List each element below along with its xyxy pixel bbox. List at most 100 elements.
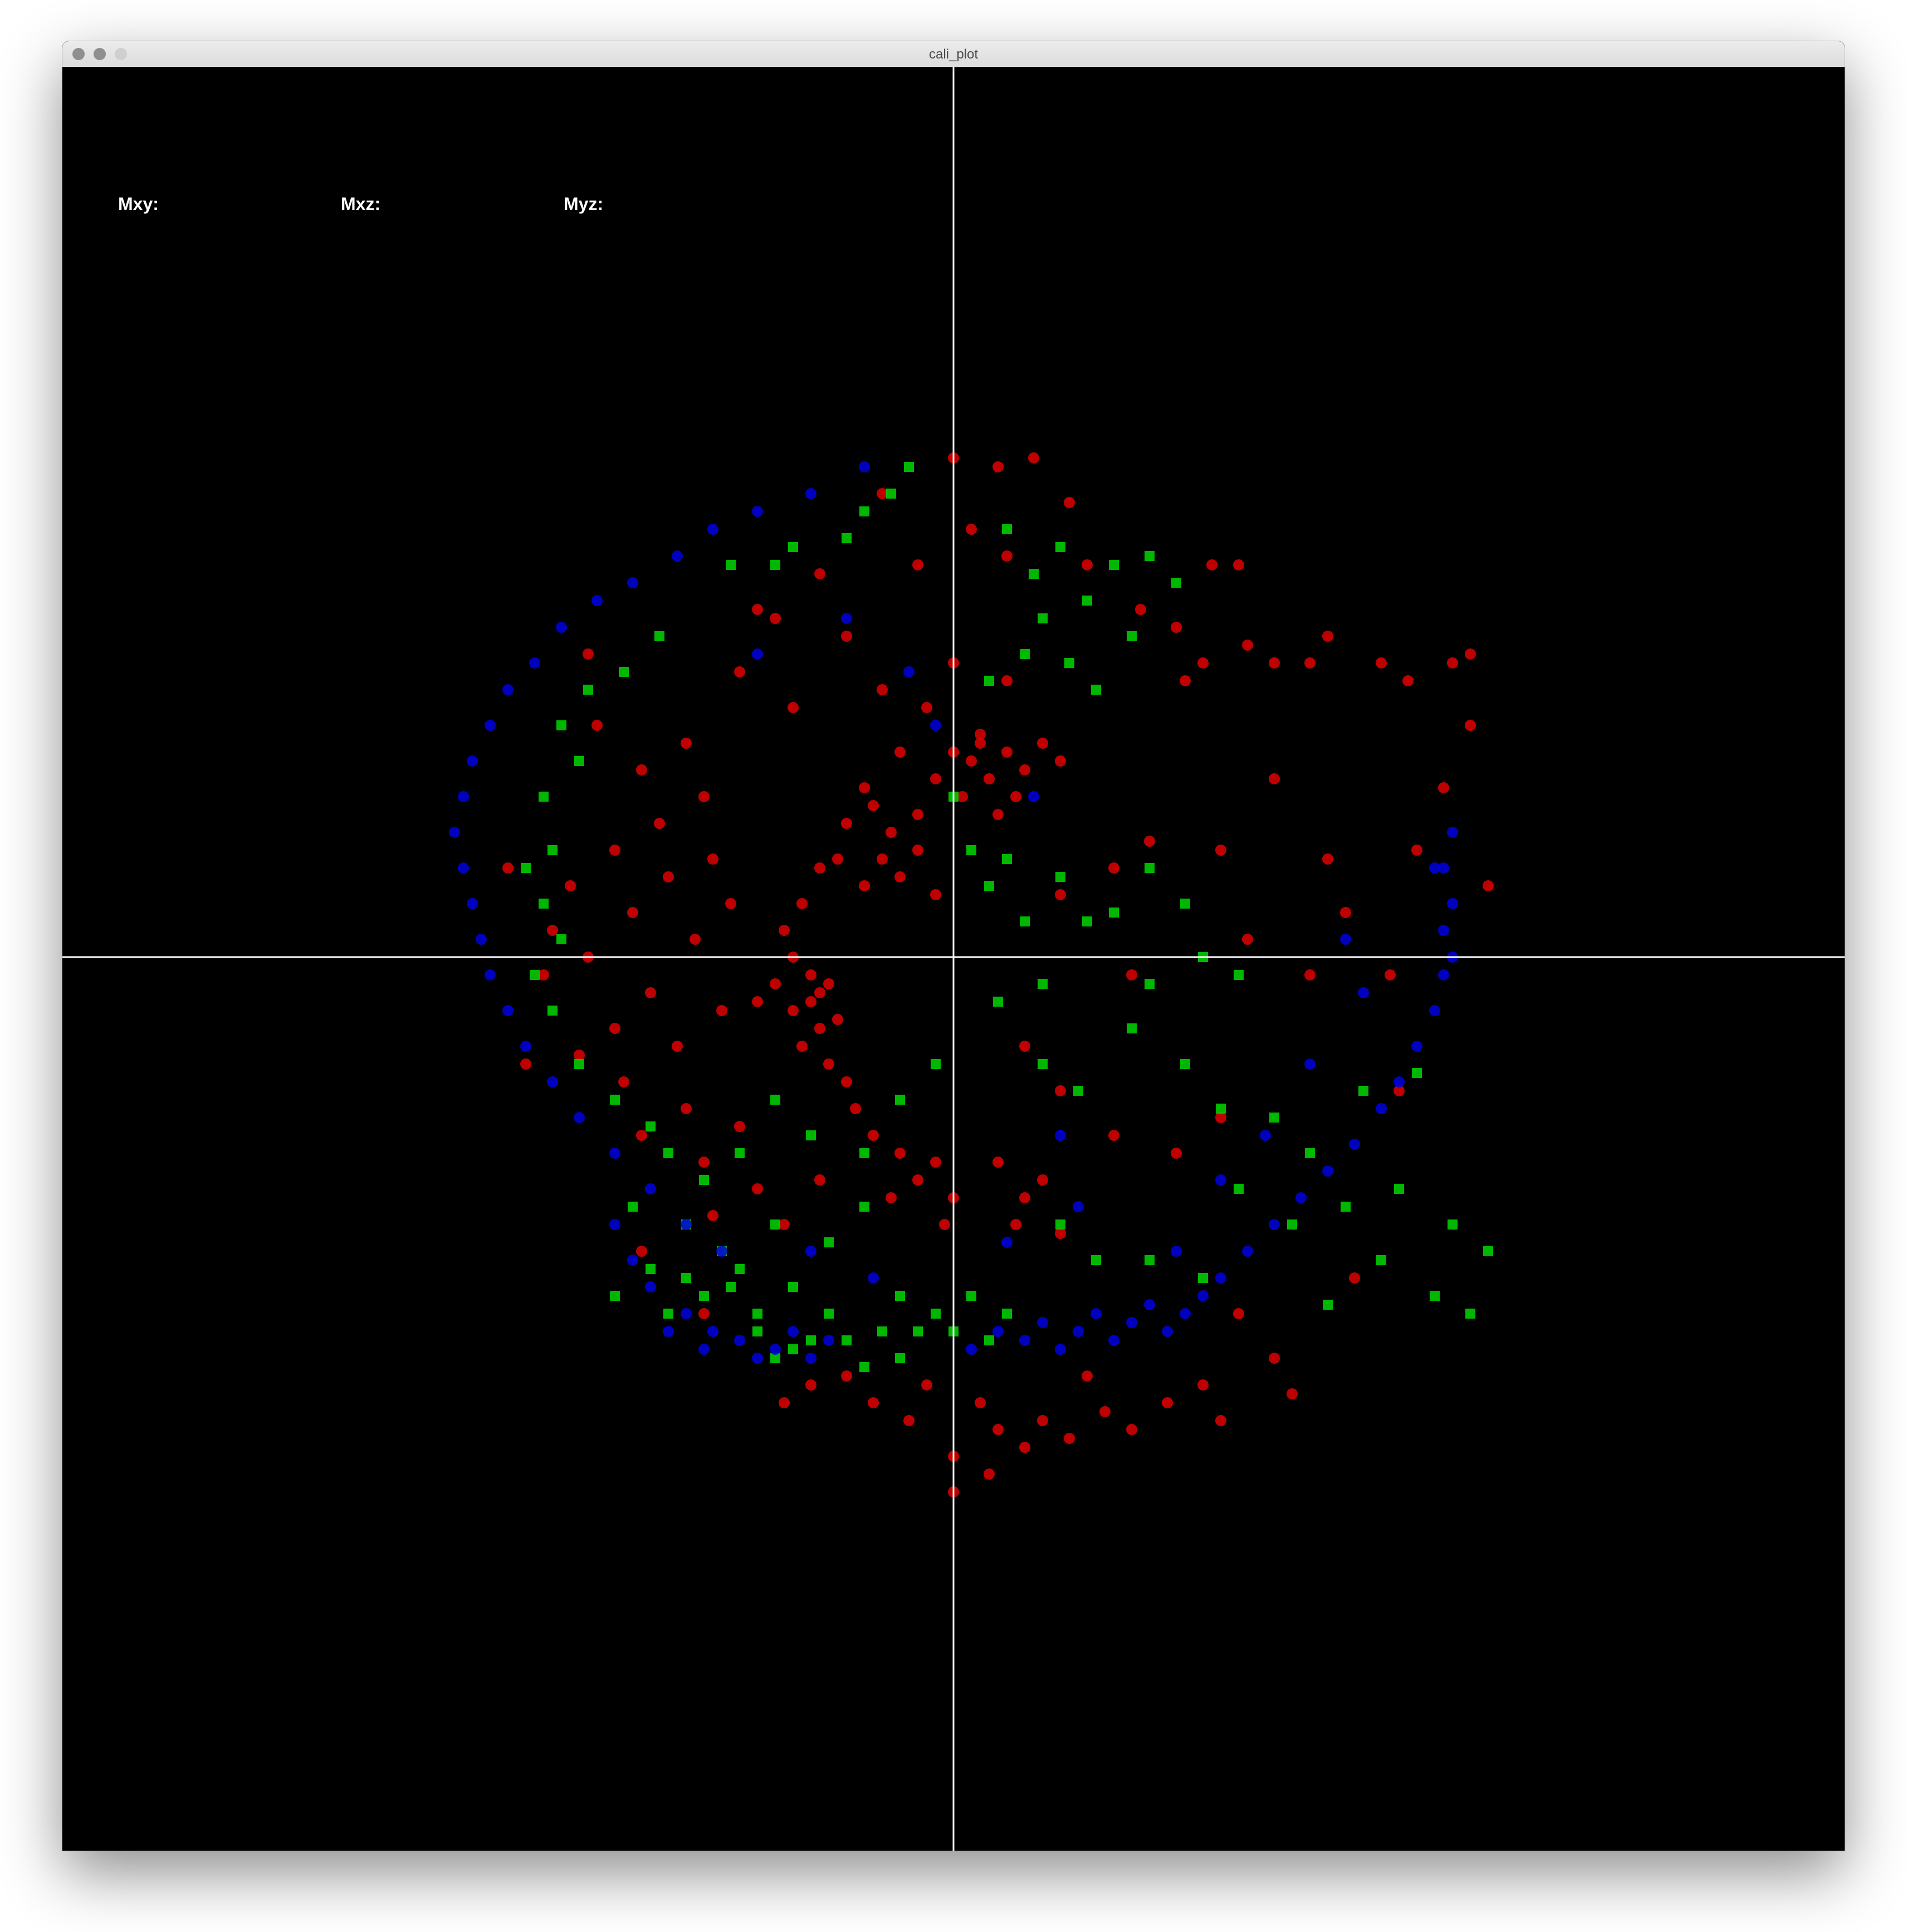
myz-point-29: [681, 1308, 692, 1319]
close-icon[interactable]: [72, 48, 85, 60]
mxz-point-89: [859, 1202, 869, 1212]
mxy-point-89: [609, 845, 620, 856]
mxy-point-61: [788, 1005, 799, 1016]
mxy-point-43: [930, 773, 941, 784]
myz-point-39: [966, 1344, 977, 1355]
myz-point-48: [1144, 1299, 1155, 1310]
mxy-point-7: [1233, 559, 1244, 570]
mxy-point-120: [1108, 862, 1119, 874]
mxy-point-160: [698, 1308, 710, 1319]
myz-point-60: [1411, 1041, 1422, 1052]
myz-point-7: [556, 622, 567, 633]
mxz-point-1: [886, 489, 896, 499]
mxz-point-10: [1082, 596, 1092, 606]
mxy-point-159: [1287, 1388, 1298, 1399]
mxy-point-94: [663, 871, 674, 882]
myz-point-38: [663, 1326, 674, 1337]
myz-point-21: [574, 1112, 585, 1123]
mxy-point-127: [1304, 969, 1316, 980]
myz-point-30: [707, 1326, 718, 1337]
mxz-point-54: [1216, 1104, 1226, 1114]
mxy-point-19: [1242, 640, 1253, 651]
mxz-point-86: [752, 1309, 762, 1319]
mxy-point-31: [859, 782, 870, 793]
mxy-point-40: [1010, 791, 1021, 802]
myz-point-47: [1126, 1317, 1137, 1328]
mxz-point-92: [824, 1309, 834, 1319]
myz-point-9: [502, 684, 514, 695]
mxy-point-79: [1037, 1174, 1048, 1185]
mxy-point-6: [1206, 559, 1217, 570]
mxz-point-49: [993, 997, 1003, 1007]
mxz-point-109: [1198, 1273, 1208, 1283]
mxy-point-130: [1438, 782, 1449, 793]
mxy-point-117: [841, 631, 852, 642]
mxy-point-107: [734, 1121, 745, 1132]
mxy-point-150: [1126, 1424, 1137, 1435]
mxz-point-42: [1109, 908, 1119, 918]
mxy-point-8: [752, 604, 763, 615]
mxz-point-13: [1171, 578, 1181, 588]
mxy-point-87: [698, 791, 710, 802]
mxy-point-85: [636, 764, 647, 775]
mxy-point-10: [814, 568, 825, 579]
mxz-point-58: [1412, 1068, 1422, 1078]
title-bar[interactable]: cali_plot: [62, 41, 1845, 67]
mxy-point-78: [1019, 1192, 1030, 1203]
mxy-point-29: [975, 738, 986, 749]
mxy-point-51: [894, 871, 906, 882]
maximize-icon[interactable]: [115, 48, 127, 60]
myz-point-20: [547, 1076, 558, 1087]
mxy-point-60: [752, 996, 763, 1007]
mxz-point-43: [1145, 863, 1155, 873]
myz-point-84: [1171, 1246, 1182, 1257]
myz-point-17: [485, 969, 496, 980]
mxy-point-17: [1304, 657, 1316, 669]
myz-point-10: [485, 720, 496, 731]
myz-point-49: [1162, 1326, 1173, 1337]
mxy-point-2: [1028, 452, 1039, 464]
mxy-point-98: [645, 987, 656, 998]
mxy-point-131: [1465, 720, 1476, 731]
minimize-icon[interactable]: [94, 48, 106, 60]
plot-canvas[interactable]: Mxy: Mxz: Myz:: [62, 67, 1845, 1851]
mxy-point-5: [1082, 559, 1093, 570]
mxy-point-163: [1349, 1272, 1360, 1284]
mxy-point-58: [805, 969, 816, 980]
mxy-point-38: [1037, 738, 1048, 749]
myz-point-52: [1215, 1272, 1226, 1284]
mxy-point-42: [957, 791, 968, 802]
mxz-point-7: [1002, 524, 1012, 534]
mxz-point-67: [1323, 1300, 1333, 1310]
mxy-point-68: [805, 996, 816, 1007]
mxz-point-91: [788, 1344, 798, 1354]
mxy-point-136: [1055, 1085, 1066, 1096]
mxz-point-47: [1145, 979, 1155, 989]
mxz-point-18: [1020, 649, 1030, 659]
myz-point-51: [1197, 1290, 1209, 1301]
mxy-point-77: [992, 1157, 1004, 1168]
mxy-point-47: [841, 818, 852, 829]
myz-point-35: [805, 1353, 816, 1364]
mxz-point-85: [770, 1219, 780, 1230]
myz-point-53: [1242, 1246, 1253, 1257]
mxz-point-76: [663, 1148, 673, 1158]
mxz-point-29: [556, 934, 566, 944]
mxy-point-1: [992, 461, 1004, 472]
myz-point-24: [681, 1219, 692, 1230]
mxy-point-137: [1108, 1130, 1119, 1141]
mxy-point-152: [1197, 1379, 1209, 1391]
mxz-point-22: [583, 685, 593, 695]
mxy-point-48: [832, 853, 843, 865]
mxy-point-12: [966, 524, 977, 535]
mxy-point-26: [1001, 675, 1013, 686]
mxy-point-125: [1340, 907, 1351, 918]
mxz-point-11: [1109, 560, 1119, 570]
mxz-point-56: [1305, 1148, 1315, 1158]
mxz-point-30: [530, 970, 540, 980]
mxz-point-87: [788, 1282, 798, 1292]
mxy-point-20: [1197, 657, 1209, 669]
mxz-point-52: [1127, 1023, 1137, 1033]
mxy-point-95: [707, 853, 718, 865]
myz-point-54: [1269, 1219, 1280, 1230]
